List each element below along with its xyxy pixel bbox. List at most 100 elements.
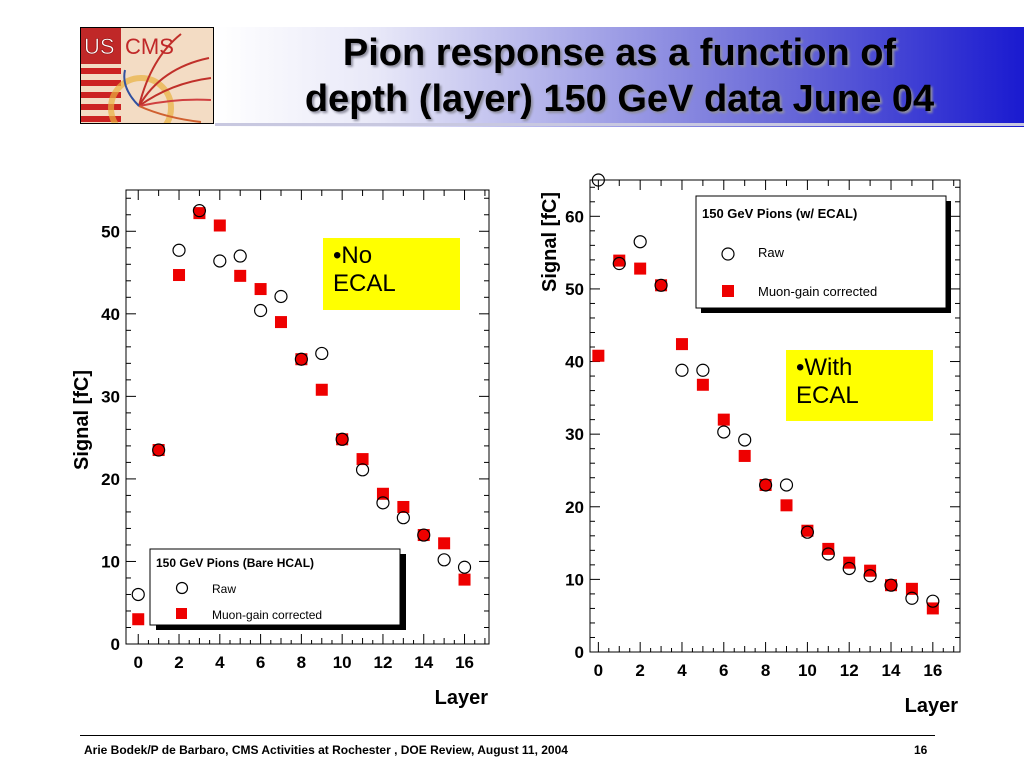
left-point-raw <box>253 303 268 318</box>
note-no-ecal-line2: ECAL <box>333 270 396 297</box>
right-xtick-label: 2 <box>635 661 644 680</box>
left-xtick-label: 4 <box>215 653 225 672</box>
right-ytick-label: 10 <box>565 570 584 589</box>
right-point-raw <box>821 547 835 561</box>
left-ytick-label: 0 <box>111 635 120 654</box>
right-point-raw <box>905 591 919 605</box>
left-point-corrected <box>376 487 389 500</box>
title-underline <box>215 123 1024 126</box>
left-xtick-label: 16 <box>455 653 474 672</box>
right-point-corrected <box>905 582 918 595</box>
slide-title: Pion response as a function of depth (la… <box>215 27 1024 125</box>
right-data-points <box>591 173 940 615</box>
left-point-raw <box>417 528 431 542</box>
left-point-raw <box>172 243 186 257</box>
right-point-corrected <box>696 378 709 391</box>
left-legend-raw-marker <box>175 581 189 595</box>
left-point-corrected <box>152 444 165 457</box>
left-xtick-label: 8 <box>297 653 306 672</box>
left-point-raw <box>376 496 390 510</box>
right-point-corrected <box>864 564 877 577</box>
right-xtick-label: 14 <box>882 661 901 680</box>
right-xtick-label: 8 <box>761 661 770 680</box>
right-legend-raw-label: Raw <box>758 245 785 260</box>
right-ytick-label: 30 <box>565 425 584 444</box>
right-point-raw <box>884 578 898 592</box>
right-ytick-label: 60 <box>565 207 584 226</box>
left-point-raw <box>233 249 247 263</box>
us-cms-logo: US CMS <box>80 27 214 124</box>
right-point-corrected <box>801 524 814 537</box>
right-point-corrected <box>634 262 647 275</box>
right-point-raw <box>800 525 815 539</box>
footer-text: Arie Bodek/P de Barbaro, CMS Activities … <box>84 743 568 757</box>
left-legend-corrected-label: Muon-gain corrected <box>212 608 322 622</box>
note-no-ecal-line1: •No <box>333 242 373 269</box>
left-point-corrected <box>336 433 349 446</box>
left-xtick-label: 10 <box>333 653 352 672</box>
left-ytick-label: 50 <box>101 222 120 241</box>
left-xtick-label: 14 <box>414 653 433 672</box>
right-legend-raw-marker <box>721 247 735 261</box>
right-point-raw <box>717 425 731 439</box>
left-point-corrected <box>132 613 145 626</box>
left-point-corrected <box>356 453 369 466</box>
right-xtick-label: 16 <box>923 661 942 680</box>
right-point-corrected <box>592 349 605 362</box>
left-point-corrected <box>193 207 206 220</box>
note-with-ecal: •With ECAL <box>786 350 933 421</box>
right-ytick-label: 20 <box>565 498 584 517</box>
left-point-corrected <box>438 537 451 550</box>
right-point-raw <box>612 256 626 271</box>
right-ytick-label: 40 <box>565 353 584 372</box>
left-point-raw <box>437 553 451 567</box>
left-point-raw <box>396 511 410 525</box>
left-point-raw <box>213 254 227 268</box>
left-legend-corrected-marker <box>176 608 187 619</box>
left-point-raw <box>131 587 145 602</box>
right-point-raw <box>863 569 877 583</box>
right-x-axis-label: Layer <box>905 695 959 717</box>
left-point-raw <box>335 432 349 446</box>
page-number: 16 <box>914 743 928 757</box>
right-point-corrected <box>885 579 898 592</box>
left-tick-labels: 0 2 4 6 8 10 12 14 16 0 10 20 30 40 50 <box>101 222 474 672</box>
left-point-raw <box>274 289 288 304</box>
right-y-axis-label: Signal [fC] <box>539 192 561 292</box>
right-point-raw <box>654 278 668 292</box>
left-point-corrected <box>173 269 186 282</box>
right-point-raw <box>696 363 710 377</box>
left-xtick-label: 12 <box>373 653 392 672</box>
left-point-corrected <box>254 283 267 296</box>
note-with-ecal-line1: •With <box>796 354 853 381</box>
right-point-raw <box>738 433 752 447</box>
left-point-corrected <box>274 316 287 329</box>
right-xtick-label: 10 <box>798 661 817 680</box>
right-point-corrected <box>780 499 793 512</box>
left-y-axis-label: Signal [fC] <box>71 370 93 470</box>
left-ytick-label: 40 <box>101 305 120 324</box>
title-line-2: depth (layer) 150 GeV data June 04 <box>304 78 935 120</box>
chart-no-ecal: 0 2 4 6 8 10 12 14 16 0 10 20 30 40 50 Signal [fC] Lay… <box>71 189 490 709</box>
left-point-raw <box>294 352 308 366</box>
right-point-corrected <box>759 478 772 491</box>
title-line-1: Pion response as a function of <box>342 32 897 74</box>
right-point-raw <box>591 173 605 187</box>
right-point-corrected <box>717 413 730 426</box>
right-xtick-label: 12 <box>840 661 859 680</box>
logo-stripes <box>81 68 121 122</box>
logo-graphic: US CMS <box>81 28 213 123</box>
left-point-corrected <box>315 383 328 396</box>
left-xtick-label: 2 <box>174 653 183 672</box>
left-data-points <box>131 204 472 626</box>
right-point-raw <box>926 594 940 608</box>
right-point-raw <box>675 363 689 377</box>
right-tick-labels: 0 2 4 6 8 10 12 14 16 0 10 20 30 40 50 60 <box>565 207 942 680</box>
right-ytick-label: 50 <box>565 280 584 299</box>
left-point-corrected <box>397 500 410 513</box>
left-point-corrected <box>295 353 308 366</box>
left-ytick-label: 20 <box>101 470 120 489</box>
left-point-corrected <box>213 219 226 232</box>
right-point-corrected <box>926 602 939 615</box>
left-legend-raw-label: Raw <box>212 582 236 596</box>
